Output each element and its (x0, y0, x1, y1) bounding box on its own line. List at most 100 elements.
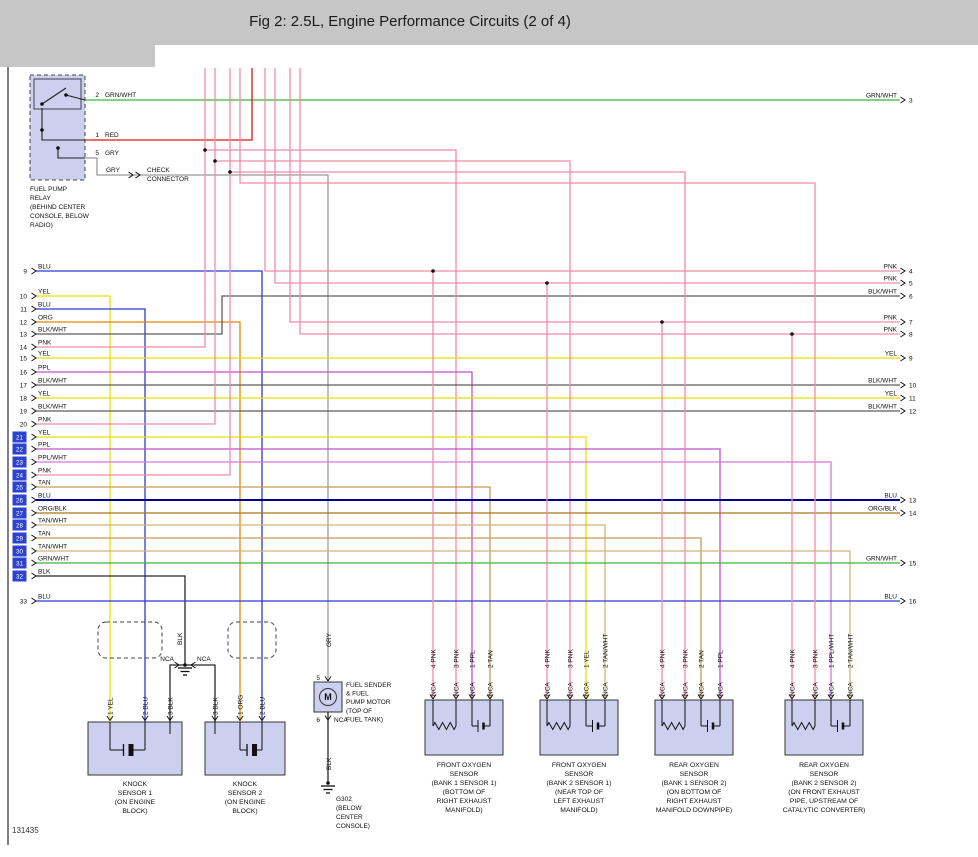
svg-text:BLU: BLU (884, 493, 897, 500)
svg-text:KNOCK: KNOCK (233, 781, 258, 788)
svg-text:NCA: NCA (454, 682, 461, 696)
svg-text:2 BLU: 2 BLU (260, 697, 267, 715)
svg-text:YEL: YEL (38, 391, 51, 398)
svg-text:SENSOR: SENSOR (810, 771, 839, 778)
svg-text:(ON ENGINE: (ON ENGINE (225, 799, 266, 806)
svg-text:G302: G302 (336, 796, 352, 803)
svg-text:(ON FRONT EXHAUST: (ON FRONT EXHAUST (788, 789, 860, 796)
svg-text:KNOCK: KNOCK (123, 781, 148, 788)
svg-text:(ON BOTTOM OF: (ON BOTTOM OF (667, 789, 722, 796)
front-oxygen-sensor-bank1-sensor1 (424, 699, 504, 756)
diagram-code: 131435 (12, 826, 39, 835)
svg-text:RIGHT EXHAUST: RIGHT EXHAUST (436, 798, 491, 805)
svg-text:9: 9 (23, 269, 27, 276)
svg-text:PIPE, UPSTREAM OF: PIPE, UPSTREAM OF (790, 798, 858, 805)
svg-text:FRONT OXYGEN: FRONT OXYGEN (437, 762, 491, 769)
svg-text:ORG: ORG (38, 315, 53, 322)
svg-text:FUEL TANK): FUEL TANK) (346, 716, 383, 723)
svg-text:(BANK 1 SENSOR 1): (BANK 1 SENSOR 1) (432, 780, 497, 787)
svg-text:YEL: YEL (38, 289, 51, 296)
svg-text:1 YEL: 1 YEL (584, 650, 591, 668)
svg-text:4 PNK: 4 PNK (790, 649, 797, 668)
svg-text:GRY: GRY (105, 150, 120, 157)
svg-text:GRN/WHT: GRN/WHT (105, 92, 136, 99)
svg-text:TAN: TAN (38, 480, 51, 487)
svg-text:PUMP MOTOR: PUMP MOTOR (346, 699, 391, 706)
svg-text:3 BLK: 3 BLK (213, 697, 220, 715)
svg-text:(BEHIND CENTER: (BEHIND CENTER (30, 204, 86, 211)
svg-text:SENSOR: SENSOR (680, 771, 709, 778)
svg-text:CONNECTOR: CONNECTOR (147, 176, 189, 183)
svg-text:NCA: NCA (660, 682, 667, 696)
svg-text:(BANK 2 SENSOR 1): (BANK 2 SENSOR 1) (547, 780, 612, 787)
svg-text:SENSOR: SENSOR (565, 771, 594, 778)
svg-text:9: 9 (909, 356, 913, 363)
svg-text:PNK: PNK (884, 276, 898, 283)
svg-text:30: 30 (16, 549, 23, 556)
svg-text:10: 10 (20, 294, 28, 301)
svg-text:11: 11 (909, 396, 916, 403)
title-bar: Fig 2: 2.5L, Engine Performance Circuits… (0, 0, 978, 45)
svg-text:NCA: NCA (431, 682, 438, 696)
svg-text:1 YEL: 1 YEL (108, 697, 115, 715)
svg-text:6: 6 (909, 294, 913, 301)
svg-text:NCA: NCA (470, 682, 477, 696)
svg-text:ORG/BLK: ORG/BLK (868, 506, 898, 513)
svg-text:26: 26 (16, 498, 23, 505)
svg-text:NCA: NCA (790, 682, 797, 696)
svg-text:BLK/WHT: BLK/WHT (38, 404, 67, 411)
svg-text:LEFT EXHAUST: LEFT EXHAUST (554, 798, 605, 805)
svg-text:2 BLU: 2 BLU (143, 697, 150, 715)
svg-text:PNK: PNK (38, 468, 52, 475)
svg-text:CONSOLE): CONSOLE) (336, 823, 370, 830)
svg-text:3 PNK: 3 PNK (683, 649, 690, 668)
header-left-block (0, 45, 155, 67)
svg-text:PNK: PNK (884, 315, 898, 322)
svg-text:NCA: NCA (603, 682, 610, 696)
svg-text:17: 17 (20, 383, 28, 390)
svg-text:PNK: PNK (884, 264, 898, 271)
svg-text:GRN/WHT: GRN/WHT (866, 556, 897, 563)
svg-text:15: 15 (20, 356, 28, 363)
svg-text:BLK: BLK (38, 569, 51, 576)
svg-text:13: 13 (909, 498, 917, 505)
svg-text:TAN/WHT: TAN/WHT (38, 518, 67, 525)
svg-text:NCA: NCA (813, 682, 820, 696)
svg-text:12: 12 (20, 320, 28, 327)
svg-text:3: 3 (909, 98, 913, 105)
svg-text:BLU: BLU (38, 493, 51, 500)
svg-text:YEL: YEL (38, 351, 51, 358)
svg-text:SENSOR: SENSOR (450, 771, 479, 778)
svg-text:(NEAR TOP OF: (NEAR TOP OF (555, 789, 603, 796)
svg-text:1: 1 (95, 132, 99, 139)
svg-text:15: 15 (909, 561, 917, 568)
svg-text:22: 22 (16, 447, 23, 454)
svg-text:3 BLK: 3 BLK (168, 697, 175, 715)
svg-text:GRN/WHT: GRN/WHT (866, 93, 897, 100)
svg-text:4: 4 (909, 269, 913, 276)
svg-text:RADIO): RADIO) (30, 222, 53, 229)
svg-text:19: 19 (20, 409, 28, 416)
svg-text:5: 5 (316, 675, 320, 682)
svg-text:5: 5 (95, 150, 99, 157)
svg-text:PPL/WHT: PPL/WHT (38, 455, 67, 462)
svg-text:BLU: BLU (38, 594, 51, 601)
svg-text:PNK: PNK (884, 327, 898, 334)
svg-text:NCA: NCA (829, 682, 836, 696)
svg-text:24: 24 (16, 473, 23, 480)
svg-text:18: 18 (20, 396, 28, 403)
svg-text:MANIFOLD): MANIFOLD) (560, 807, 597, 814)
svg-text:2 TAN/WHT: 2 TAN/WHT (603, 634, 610, 668)
svg-text:CATALYTIC CONVERTER): CATALYTIC CONVERTER) (783, 807, 866, 814)
svg-text:10: 10 (909, 383, 917, 390)
knock-sensor-2 (204, 721, 286, 776)
svg-text:4 PNK: 4 PNK (545, 649, 552, 668)
svg-text:NCA: NCA (718, 682, 725, 696)
svg-text:12: 12 (909, 409, 917, 416)
svg-text:2: 2 (95, 92, 99, 99)
svg-text:REAR OXYGEN: REAR OXYGEN (669, 762, 719, 769)
svg-text:25: 25 (16, 485, 23, 492)
svg-text:SENSOR 2: SENSOR 2 (228, 790, 263, 797)
